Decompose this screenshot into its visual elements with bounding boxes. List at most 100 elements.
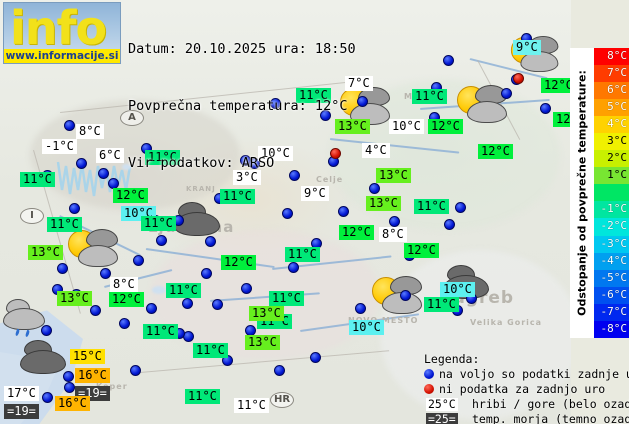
scale-row: 1°C	[594, 167, 629, 185]
road-marker[interactable]: HR	[270, 392, 294, 408]
station-dot-available[interactable]	[455, 202, 466, 213]
station-dot-available[interactable]	[270, 98, 281, 109]
temperature-chip[interactable]: 12°C	[478, 144, 513, 159]
temperature-chip[interactable]: 11°C	[412, 89, 447, 104]
temperature-chip[interactable]: 9°C	[513, 40, 541, 55]
road-marker[interactable]: I	[20, 208, 44, 224]
station-dot-available[interactable]	[282, 208, 293, 219]
station-dot-available[interactable]	[310, 352, 321, 363]
station-dot-available[interactable]	[443, 55, 454, 66]
station-dot-available[interactable]	[289, 170, 300, 181]
temperature-chip[interactable]: 8°C	[379, 227, 407, 242]
station-dot-available[interactable]	[389, 216, 400, 227]
temperature-chip[interactable]: 13°C	[57, 291, 92, 306]
scale-row: -4°C	[594, 252, 629, 270]
station-dot-available[interactable]	[119, 318, 130, 329]
temperature-chip[interactable]: 12°C	[541, 78, 571, 93]
station-dot-available[interactable]	[182, 298, 193, 309]
station-dot-available[interactable]	[69, 203, 80, 214]
station-dot-available[interactable]	[90, 305, 101, 316]
temperature-chip[interactable]: 16°C	[55, 396, 90, 411]
station-dot-available[interactable]	[64, 120, 75, 131]
temperature-chip[interactable]: 12°C	[221, 255, 256, 270]
station-dot-available[interactable]	[76, 158, 87, 169]
temperature-chip[interactable]: 8°C	[76, 124, 104, 139]
temperature-chip[interactable]: 11°C	[166, 283, 201, 298]
station-dot-missing[interactable]	[330, 148, 341, 159]
temperature-chip[interactable]: 11°C	[145, 150, 180, 165]
station-dot-available[interactable]	[41, 325, 52, 336]
station-dot-available[interactable]	[501, 88, 512, 99]
temperature-chip[interactable]: 15°C	[70, 349, 105, 364]
station-dot-available[interactable]	[338, 206, 349, 217]
temperature-chip[interactable]: 13°C	[28, 245, 63, 260]
station-dot-available[interactable]	[357, 96, 368, 107]
temperature-chip[interactable]: 17°C	[4, 386, 39, 401]
station-dot-available[interactable]	[130, 365, 141, 376]
station-dot-available[interactable]	[205, 236, 216, 247]
temperature-chip[interactable]: 8°C	[110, 277, 138, 292]
station-dot-available[interactable]	[274, 365, 285, 376]
road-marker[interactable]: A	[120, 110, 144, 126]
temperature-chip[interactable]: 16°C	[75, 368, 110, 383]
temperature-chip[interactable]: 10°C	[440, 282, 475, 297]
temperature-chip[interactable]: 11°C	[414, 199, 449, 214]
temperature-chip[interactable]: 12°C	[113, 188, 148, 203]
station-dot-available[interactable]	[100, 268, 111, 279]
station-dot-available[interactable]	[57, 263, 68, 274]
temperature-chip[interactable]: 7°C	[345, 76, 373, 91]
station-dot-available[interactable]	[369, 183, 380, 194]
temperature-chip[interactable]: 13°C	[249, 306, 284, 321]
temperature-chip[interactable]: 11°C	[193, 343, 228, 358]
temperature-chip[interactable]: 4°C	[362, 143, 390, 158]
station-dot-available[interactable]	[241, 283, 252, 294]
station-dot-available[interactable]	[320, 110, 331, 121]
temperature-chip[interactable]: 12°C	[339, 225, 374, 240]
station-dot-available[interactable]	[288, 262, 299, 273]
temperature-chip[interactable]: 13°C	[335, 119, 370, 134]
temperature-chip[interactable]: 12°C	[428, 119, 463, 134]
temperature-chip[interactable]: 11°C	[424, 297, 459, 312]
temperature-chip[interactable]: 12°C	[109, 292, 144, 307]
temperature-chip[interactable]: 10°C	[389, 119, 424, 134]
station-dot-available[interactable]	[42, 392, 53, 403]
temperature-chip[interactable]: 11°C	[47, 217, 82, 232]
temperature-chip[interactable]: 9°C	[301, 186, 329, 201]
temperature-chip[interactable]: 13°C	[366, 196, 401, 211]
temperature-chip[interactable]: 11°C	[185, 389, 220, 404]
temperature-chip[interactable]: -1°C	[42, 139, 77, 154]
temperature-chip[interactable]: 6°C	[96, 148, 124, 163]
temperature-chip[interactable]: 12°C	[553, 112, 571, 127]
temperature-chip[interactable]: 11°C	[234, 398, 269, 413]
station-dot-available[interactable]	[156, 235, 167, 246]
temperature-chip[interactable]: 11°C	[20, 172, 55, 187]
temperature-chip[interactable]: 3°C	[233, 170, 261, 185]
temperature-chip[interactable]: 13°C	[245, 335, 280, 350]
station-dot-missing[interactable]	[513, 73, 524, 84]
temperature-chip[interactable]: 10°C	[258, 146, 293, 161]
temperature-chip[interactable]: 11°C	[269, 291, 304, 306]
station-dot-available[interactable]	[98, 168, 109, 179]
temperature-chip[interactable]: 11°C	[296, 88, 331, 103]
temperature-chip[interactable]: 13°C	[376, 168, 411, 183]
temperature-chip[interactable]: 11°C	[143, 324, 178, 339]
station-dot-available[interactable]	[444, 219, 455, 230]
temperature-chip[interactable]: 12°C	[404, 243, 439, 258]
station-dot-available[interactable]	[540, 103, 551, 114]
station-dot-available[interactable]	[63, 371, 74, 382]
temperature-chip[interactable]: 11°C	[141, 216, 176, 231]
temperature-chip[interactable]: 11°C	[220, 189, 255, 204]
station-dot-available[interactable]	[133, 255, 144, 266]
temperature-chip[interactable]: 11°C	[285, 247, 320, 262]
temperature-chip[interactable]: 10°C	[349, 320, 384, 335]
station-dot-available[interactable]	[146, 303, 157, 314]
site-logo[interactable]: info www.informacije.si	[3, 2, 121, 64]
temperature-chip[interactable]: =19=	[4, 404, 39, 419]
station-dot-available[interactable]	[201, 268, 212, 279]
station-dot-available[interactable]	[355, 303, 366, 314]
station-dot-available[interactable]	[400, 290, 411, 301]
station-dot-available[interactable]	[212, 299, 223, 310]
station-dot-available[interactable]	[249, 158, 260, 169]
station-dot-available[interactable]	[64, 382, 75, 393]
